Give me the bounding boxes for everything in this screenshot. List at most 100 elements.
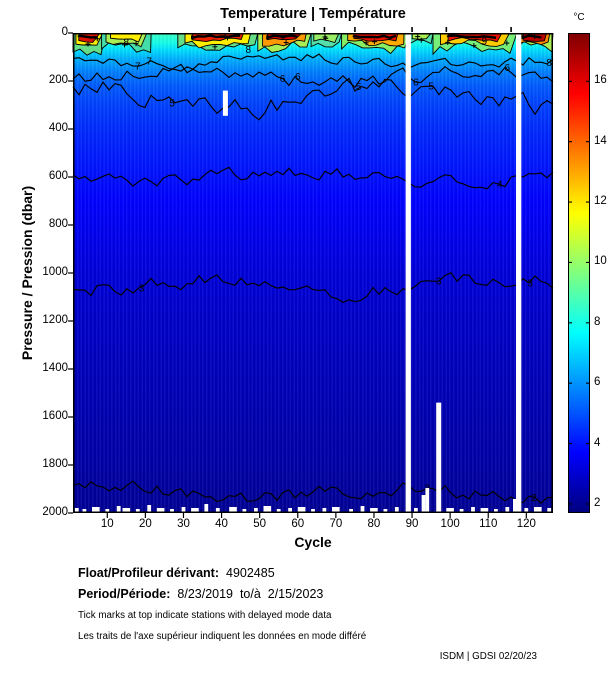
surface-contour-label: 8 bbox=[124, 38, 130, 49]
colorbar-tick-label: 6 bbox=[594, 376, 601, 389]
period-value: 8/23/2019 to/à 2/15/2023 bbox=[177, 587, 324, 601]
y-tick-label: 1600 bbox=[42, 410, 68, 422]
bottom-gap-notch bbox=[135, 509, 140, 513]
bottom-gap-notch bbox=[513, 499, 517, 513]
chart-title: Temperature | Température bbox=[220, 6, 406, 22]
colorbar-tick-label: 4 bbox=[594, 436, 601, 449]
bottom-gap-notch bbox=[349, 509, 353, 513]
contour-label: 5 bbox=[356, 82, 362, 93]
x-tick-label: 70 bbox=[329, 518, 343, 530]
period-label: Period/Période: bbox=[78, 587, 171, 601]
contour-label: 3 bbox=[436, 277, 442, 288]
y-tick-label: 1000 bbox=[42, 266, 68, 278]
bottom-gap-notch bbox=[288, 508, 292, 513]
bottom-gap-notch bbox=[191, 508, 199, 513]
contour-label: 5 bbox=[428, 82, 434, 93]
bottom-gap-notch bbox=[116, 506, 121, 513]
surface-contour-smudge bbox=[446, 34, 497, 39]
bottom-gap-notch bbox=[494, 509, 498, 513]
colorbar-tick-label: 16 bbox=[594, 74, 607, 87]
bottom-gap-notch bbox=[254, 508, 258, 513]
period-line: Period/Période: 8/23/2019 to/à 2/15/2023 bbox=[78, 587, 323, 601]
surface-contour-label: 8 bbox=[546, 58, 552, 69]
missing-profile-bar bbox=[222, 90, 228, 116]
colorbar-tick-label: 10 bbox=[594, 255, 607, 268]
bottom-gap-notch bbox=[421, 495, 426, 513]
colorbar-tick-label: 2 bbox=[594, 496, 601, 509]
bottom-gap-notch bbox=[332, 507, 340, 513]
contour-line bbox=[72, 166, 554, 190]
bottom-gap-notch bbox=[370, 508, 378, 513]
missing-profile-bar bbox=[405, 33, 411, 513]
bottom-gap-notch bbox=[122, 508, 131, 513]
surface-contour-label: 8 bbox=[245, 45, 251, 56]
bottom-gap-notch bbox=[425, 488, 430, 513]
x-tick-label: 110 bbox=[479, 518, 498, 530]
contour-label: 5 bbox=[169, 98, 175, 109]
bottom-gap-notch bbox=[414, 508, 418, 513]
contour-label: 6 bbox=[295, 72, 301, 83]
bottom-gap-notch bbox=[242, 509, 247, 513]
bottom-gap-notch bbox=[360, 506, 365, 513]
bottom-gap-notch bbox=[534, 507, 542, 513]
delayed-mode-note-en: Tick marks at top indicate stations with… bbox=[78, 610, 332, 621]
bottom-gap-notch bbox=[471, 507, 475, 513]
x-tick-label: 90 bbox=[405, 518, 419, 530]
contour-plot: 7766665554333228898 bbox=[68, 27, 554, 518]
bottom-gap-notch bbox=[547, 508, 552, 513]
contour-label: 7 bbox=[146, 56, 152, 67]
contour-line bbox=[72, 77, 554, 121]
credit-text: ISDM | GDSI 02/20/23 bbox=[439, 651, 537, 662]
x-tick-label: 100 bbox=[440, 518, 460, 530]
bottom-gap-notch bbox=[383, 509, 388, 513]
contour-label: 7 bbox=[135, 62, 141, 73]
contour-line bbox=[72, 271, 554, 304]
plot-border bbox=[73, 33, 553, 513]
bottom-gap-notch bbox=[311, 509, 315, 513]
contour-label: 6 bbox=[505, 63, 511, 74]
float-line: Float/Profileur dérivant: 4902485 bbox=[78, 566, 275, 580]
x-tick-label: 80 bbox=[367, 518, 381, 530]
missing-profile-bar bbox=[436, 402, 442, 513]
x-tick-label: 60 bbox=[291, 518, 305, 530]
colorbar-unit-label: °C bbox=[573, 12, 585, 23]
surface-contour-smudge bbox=[266, 34, 298, 40]
x-tick-label: 40 bbox=[215, 518, 228, 530]
bottom-gap-notch bbox=[147, 505, 152, 513]
contour-line bbox=[72, 63, 554, 89]
y-tick-label: 1400 bbox=[42, 362, 68, 374]
surface-contour-smudge bbox=[352, 34, 397, 40]
bottom-gap-notch bbox=[105, 509, 110, 513]
bottom-gap-notch bbox=[156, 508, 165, 513]
x-tick-label: 30 bbox=[177, 518, 190, 530]
bottom-gap-notch bbox=[524, 508, 529, 513]
x-tick-label: 120 bbox=[516, 518, 536, 530]
surface-contour-smudge bbox=[191, 34, 241, 40]
bottom-gap-notch bbox=[297, 507, 306, 513]
bottom-gap-notch bbox=[480, 508, 489, 513]
delayed-mode-note-fr: Les traits de l'axe supérieur indiquent … bbox=[78, 631, 367, 642]
bottom-gap-notch bbox=[394, 507, 399, 513]
bottom-gap-notch bbox=[204, 504, 209, 513]
bottom-gap-notch bbox=[92, 507, 100, 513]
bottom-gap-notch bbox=[170, 509, 174, 513]
surface-contour-label: 9 bbox=[482, 36, 488, 47]
contour-label: 2 bbox=[531, 493, 537, 504]
colorbar-tick-label: 12 bbox=[594, 195, 607, 208]
plot-overlay: 7766665554333228898 bbox=[68, 27, 554, 518]
contour-label: 4 bbox=[497, 179, 503, 190]
y-tick-label: 400 bbox=[48, 122, 68, 134]
y-tick-label: 1200 bbox=[42, 314, 68, 326]
colorbar-tick-label: 8 bbox=[594, 315, 601, 328]
bottom-gap-notch bbox=[263, 506, 272, 513]
y-tick-label: 600 bbox=[48, 170, 68, 182]
float-value: 4902485 bbox=[226, 566, 275, 580]
bottom-gap-notch bbox=[446, 508, 454, 513]
bottom-gap-notch bbox=[181, 507, 186, 513]
colorbar-tick-label: 14 bbox=[594, 134, 607, 147]
surface-contour-smudge bbox=[77, 34, 97, 39]
contour-line bbox=[72, 480, 554, 504]
bottom-gap-notch bbox=[215, 508, 220, 513]
x-axis-label: Cycle bbox=[294, 534, 332, 550]
contour-line bbox=[72, 53, 554, 72]
